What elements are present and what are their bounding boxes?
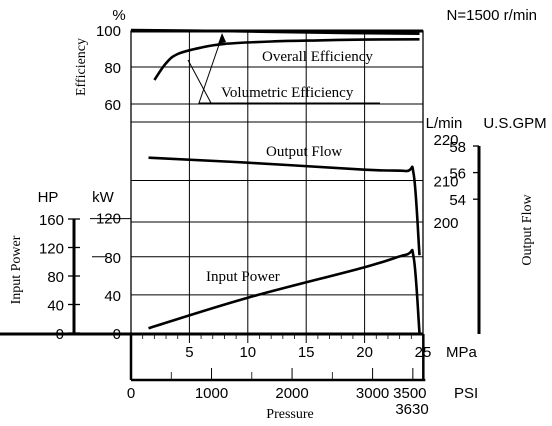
volumetric-leader-arrow [218,33,226,44]
volumetric-leader-line [198,35,380,104]
hp-tick-label: 160 [39,212,64,229]
psi-tick-label: 0 [127,385,135,402]
psi-unit: PSI [454,385,478,402]
gpm-unit: U.S.GPM [483,115,546,132]
psi-tick-label: 3000 [356,385,389,402]
mpa-unit: MPa [446,344,478,361]
series-label-volumetric-efficiency: Volumetric Efficiency [221,85,354,101]
mpa-tick-label: 20 [356,344,373,361]
hp-tick-label: 0 [56,326,64,343]
hp-unit: HP [38,189,59,206]
kw-unit: kW [92,189,115,206]
mpa-tick-label: 15 [298,344,315,361]
psi-tick-label: 3500 [393,385,426,402]
lmin-unit: L/min [426,115,463,132]
series-label-output-flow: Output Flow [266,144,342,160]
gpm-tick-label: 54 [449,192,466,209]
curve-volumetric-efficiency [130,28,420,35]
psi-tick-label: 2000 [275,385,308,402]
efficiency-unit: % [112,7,125,24]
axes [0,29,481,382]
gpm-tick-label: 56 [449,166,466,183]
gpm-tick-label: 58 [449,139,466,156]
series-label-overall-efficiency: Overall Efficiency [262,49,373,65]
lmin-tick-label: 210 [433,174,458,191]
efficiency-tick-label: 80 [104,60,121,77]
kw-tick-label: 40 [104,288,121,305]
speed-note: N=1500 r/min [447,7,537,24]
curve-output-flow [148,156,421,256]
mpa-tick-label: 10 [239,344,256,361]
lmin-tick-label: 200 [433,215,458,232]
hp-tick-label: 80 [47,269,64,286]
mpa-tick-label: 25 [415,344,432,361]
lmin-tick-label: 220 [433,132,458,149]
kw-tick-label: 120 [96,211,121,228]
efficiency-tick-label: 60 [104,97,121,114]
series-label-input-power: Input Power [206,269,280,285]
mpa-tick-label: 5 [185,344,193,361]
kw-tick-label: 80 [104,250,121,267]
labels: 5 10 15 20 250 1000 2000 3000 350060801000408012… [39,23,466,402]
output-flow-axis-label: Output Flow [520,194,535,266]
volumetric-leader-line [187,59,212,104]
psi-tick-label: 1000 [195,385,228,402]
curve-input-power [148,248,421,334]
hp-tick-label: 120 [39,241,64,258]
x-axis-label: Pressure [266,407,313,422]
input-power-axis-label: Input Power [9,235,24,304]
curves [130,28,421,334]
efficiency-axis-label: Efficiency [74,38,89,96]
hp-tick-label: 40 [47,298,64,315]
curve-overall-efficiency [153,38,420,81]
grid-lines [131,31,423,334]
kw-tick-label: 0 [113,326,121,343]
psi-max-label: 3630 [395,401,428,418]
efficiency-tick-label: 100 [96,23,121,40]
